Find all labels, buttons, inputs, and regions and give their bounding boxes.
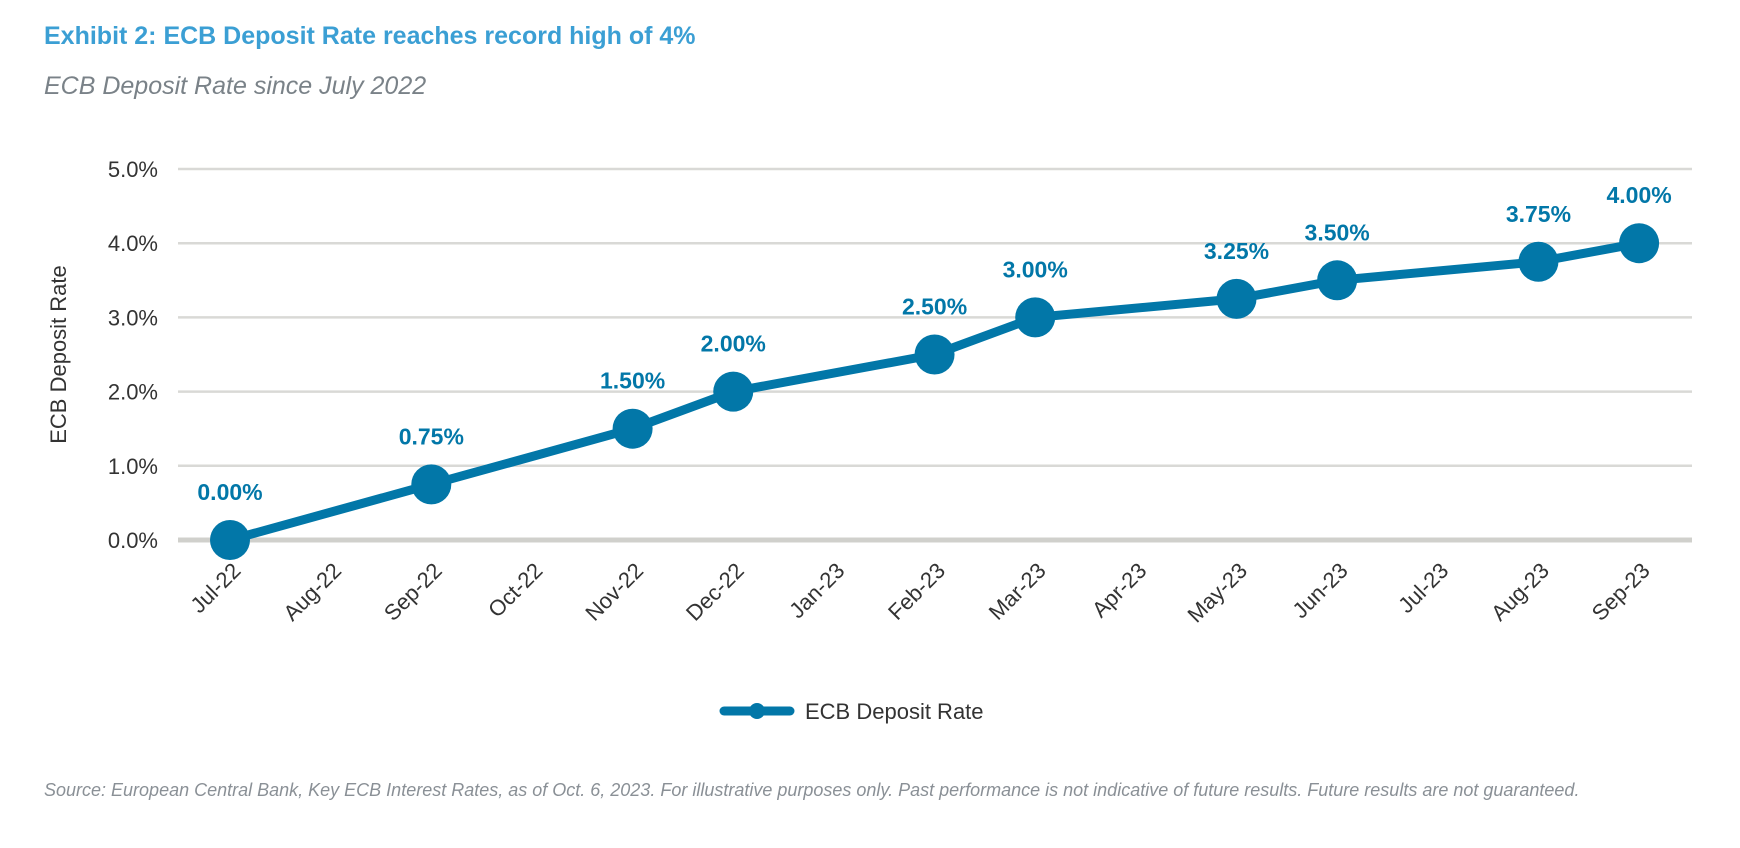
- y-tick-label: 5.0%: [108, 157, 158, 182]
- x-tick-label: Dec-22: [681, 558, 749, 626]
- data-point: [411, 464, 452, 505]
- data-point: [914, 334, 955, 375]
- data-point: [1619, 223, 1660, 264]
- data-point: [713, 371, 754, 412]
- x-tick-label: Sep-23: [1587, 558, 1655, 626]
- x-tick-label: May-23: [1182, 558, 1252, 628]
- y-tick-label: 4.0%: [108, 231, 158, 256]
- x-tick-label: Mar-23: [984, 558, 1051, 625]
- x-tick-label: Jan-23: [784, 558, 849, 623]
- data-point: [1317, 260, 1358, 301]
- data-label: 3.50%: [1305, 219, 1370, 245]
- y-axis-label: ECB Deposit Rate: [46, 265, 71, 444]
- y-tick-label: 2.0%: [108, 380, 158, 405]
- x-tick-label: Oct-22: [483, 558, 547, 622]
- data-label: 0.75%: [399, 423, 464, 449]
- x-tick-label: Feb-23: [883, 558, 950, 625]
- x-tick-label: Jul-22: [185, 558, 245, 618]
- x-tick-label: Sep-22: [379, 558, 447, 626]
- data-label: 2.00%: [701, 331, 766, 357]
- y-tick-label: 0.0%: [108, 528, 158, 553]
- data-point: [1015, 297, 1056, 338]
- data-label: 3.25%: [1204, 238, 1269, 264]
- x-tick-label: Apr-23: [1087, 558, 1151, 622]
- x-tick-label: Aug-23: [1486, 558, 1554, 626]
- source-note: Source: European Central Bank, Key ECB I…: [44, 780, 1580, 800]
- data-label: 3.75%: [1506, 201, 1571, 227]
- data-label: 3.00%: [1003, 256, 1068, 282]
- data-label: 0.00%: [197, 479, 262, 505]
- chart-subtitle: ECB Deposit Rate since July 2022: [44, 72, 427, 100]
- data-point: [612, 408, 653, 449]
- series-line: [228, 238, 1640, 545]
- chart-title: Exhibit 2: ECB Deposit Rate reaches reco…: [44, 22, 696, 50]
- legend-marker-icon: [749, 703, 765, 719]
- data-point: [1518, 241, 1559, 282]
- data-label: 1.50%: [600, 368, 665, 394]
- data-label: 2.50%: [902, 294, 967, 320]
- data-point: [1216, 278, 1257, 319]
- legend-label: ECB Deposit Rate: [805, 699, 984, 724]
- x-tick-label: Aug-22: [278, 558, 346, 626]
- x-tick-label: Nov-22: [580, 558, 648, 626]
- y-tick-label: 1.0%: [108, 454, 158, 479]
- x-tick-label: Jun-23: [1287, 558, 1352, 623]
- data-label: 4.00%: [1606, 182, 1671, 208]
- y-tick-label: 3.0%: [108, 305, 158, 330]
- x-tick-label: Jul-23: [1393, 558, 1453, 618]
- data-point: [210, 520, 250, 560]
